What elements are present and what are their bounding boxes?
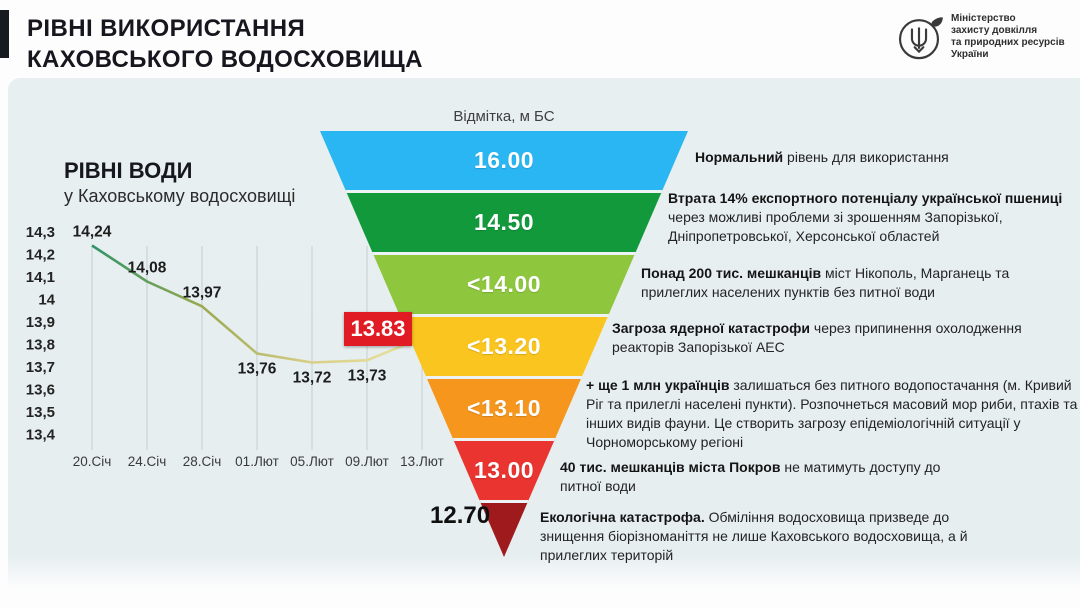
x-tick-label: 01.Лют: [235, 454, 279, 469]
y-tick-label: 14,2: [26, 247, 55, 264]
level-annotation-normal: Нормальний рівень для використання: [695, 148, 1073, 167]
level-annotation-wheat: Втрата 14% експортного потенціалу україн…: [668, 189, 1076, 246]
funnel-band: 14.50: [320, 190, 688, 252]
level-annotation-pokrov: 40 тис. мешканців міста Покров не матиму…: [560, 458, 952, 496]
annotation-text: міст Нікополь, Марганець та прилеглих на…: [641, 265, 1010, 300]
funnel-band-label: 13.00: [473, 457, 535, 483]
ministry-logo-block: Міністерство захисту довкілля та природн…: [893, 11, 1065, 63]
ministry-name-line: захисту довкілля: [951, 25, 1038, 36]
annotation-text: через припинення охолодження реакторів З…: [612, 320, 1022, 355]
annotation-bold: Понад 200 тис. мешканців: [641, 265, 822, 281]
y-tick-label: 13,7: [26, 359, 55, 376]
chart-title: РІВНІ ВОДИ: [64, 158, 193, 183]
y-tick-label: 13,4: [26, 427, 56, 444]
funnel-axis-label: Відмітка, м БС: [453, 108, 555, 125]
y-tick-label: 13,9: [26, 314, 55, 331]
ministry-name: Міністерство захисту довкілля та природн…: [951, 13, 1065, 61]
x-tick-label: 05.Лют: [290, 454, 334, 469]
point-label: 14,24: [73, 224, 112, 241]
annotation-text: не матимуть доступу до питної води: [560, 459, 941, 494]
x-tick-label: 28.Січ: [183, 454, 222, 469]
annotation-bold: Екологічна катастрофа.: [540, 509, 705, 525]
water-level-line-chart: 20.Січ 24.Січ 28.Січ 01.Лют 05.Лют 09.Лют 13.Л…: [26, 224, 444, 470]
level-annotation-nuclear: Загроза ядерної катастрофи через припине…: [612, 319, 1042, 357]
x-tick-label: 13.Лют: [400, 454, 444, 469]
level-annotation-ecocatastrophe: Екологічна катастрофа. Обміління водосхо…: [540, 508, 992, 565]
x-tick-label: 24.Січ: [128, 454, 167, 469]
level-annotation-million: + ще 1 млн українців залишаться без питн…: [586, 376, 1078, 452]
funnel-band-label: <13.20: [467, 333, 541, 359]
ministry-name-line: та природних ресурсів: [951, 37, 1065, 48]
y-tick-label: 14,1: [26, 269, 55, 286]
annotation-bold: Нормальний: [695, 149, 784, 165]
funnel-band-label: <14.00: [467, 271, 541, 297]
ministry-emblem-icon: [898, 17, 943, 60]
funnel-band-label: 14.50: [473, 209, 535, 235]
water-level-line: [91, 244, 423, 364]
annotation-bold: Загроза ядерної катастрофи: [612, 320, 811, 336]
current-level-badge: 13.83: [344, 312, 412, 346]
x-tick-label: 20.Січ: [73, 454, 112, 469]
annotation-bold: + ще 1 млн українців: [586, 377, 730, 393]
y-tick-label: 13,8: [26, 337, 55, 354]
point-label: 14,08: [128, 260, 167, 277]
page-title-line2: КАХОВСЬКОГО ВОДОСХОВИЩА: [27, 46, 423, 73]
annotation-text: залишаться без питного водопостачання (м…: [586, 377, 1078, 450]
chart-subtitle: у Каховському водосховищі: [64, 186, 296, 206]
funnel-band-label: 16.00: [473, 147, 535, 173]
annotation-text: рівень для використання: [783, 149, 949, 165]
y-tick-label: 13,5: [26, 404, 55, 421]
funnel-band-label: <13.10: [467, 395, 541, 421]
ministry-name-line: України: [951, 49, 989, 60]
point-label: 13,72: [293, 370, 332, 387]
y-tick-label: 14,3: [26, 224, 55, 241]
funnel-band: 16.00: [320, 131, 688, 190]
point-label: 13,97: [183, 284, 222, 301]
page-title-line1: РІВНІ ВИКОРИСТАННЯ: [27, 15, 306, 42]
annotation-text: Обміління водосховища призведе до знищен…: [540, 509, 968, 563]
x-tick-label: 09.Лют: [345, 454, 389, 469]
annotation-text: через можливі проблеми зі зрошенням Запо…: [668, 209, 1003, 244]
annotation-bold: 40 тис. мешканців міста Покров: [560, 459, 781, 475]
ministry-name-line: Міністерство: [951, 13, 1016, 24]
y-tick-label: 13,6: [26, 382, 55, 399]
annotation-bold: Втрата 14% експортного потенціалу україн…: [668, 190, 1063, 206]
point-label: 13,73: [348, 367, 387, 384]
point-label: 13,76: [238, 361, 277, 378]
leaf-icon: [931, 17, 943, 27]
level-annotation-nikopol: Понад 200 тис. мешканців міст Нікополь, …: [641, 264, 1075, 302]
accent-bar: [0, 10, 9, 58]
funnel-tip-value: 12.70: [430, 502, 491, 529]
y-tick-label: 14: [38, 292, 55, 309]
page-title: РІВНІ ВИКОРИСТАННЯ КАХОВСЬКОГО ВОДОСХОВИ…: [27, 13, 423, 75]
